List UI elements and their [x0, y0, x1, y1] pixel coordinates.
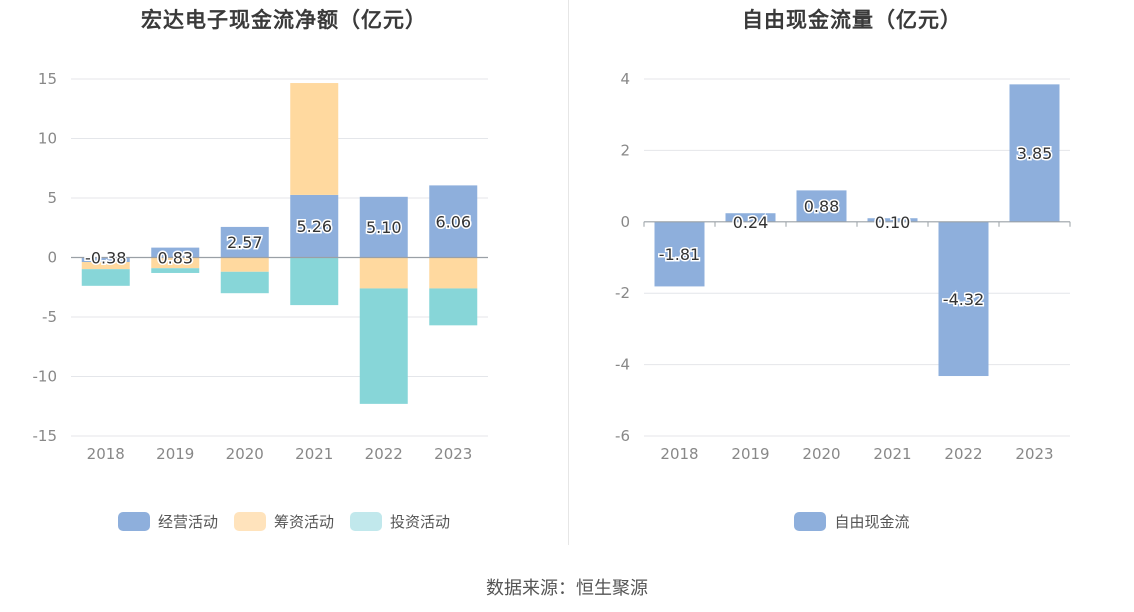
bar-经营活动-2021	[290, 194, 339, 258]
bar-投资活动-2020	[220, 271, 269, 294]
legend-label-financing: 筹资活动	[273, 513, 334, 531]
legend-label-operating: 经营活动	[157, 513, 218, 531]
bar-经营活动-2018	[81, 257, 130, 263]
y-tick-label: 0	[47, 249, 57, 267]
bar-经营活动-2019	[151, 247, 200, 258]
data-source-footer: 数据来源：恒生聚源	[486, 578, 648, 599]
legend-swatch-investing	[350, 512, 382, 531]
legend-item-free-cash-flow[interactable]: 自由现金流	[794, 511, 910, 532]
bar-自由现金流-2018	[654, 221, 705, 287]
x-tick-label: 2020	[802, 445, 840, 463]
bar-自由现金流-2019	[725, 213, 776, 222]
legend-label-investing: 投资活动	[390, 513, 451, 531]
bar-经营活动-2020	[220, 226, 269, 258]
net-cash-flow-chart-panel: 宏达电子现金流净额（亿元） 15 10 5 0 -5 -10 -15 2018 2019 2020…	[0, 0, 568, 545]
x-tick-label: 2019	[156, 445, 194, 463]
x-tick-label: 2020	[226, 445, 264, 463]
y-tick-label: 4	[620, 70, 630, 88]
x-tick-label: 2019	[731, 445, 769, 463]
bar-投资活动-2019	[151, 268, 200, 273]
legend-item-operating[interactable]: 经营活动	[117, 511, 218, 532]
bar-投资活动-2018	[81, 269, 130, 286]
net-cash-flow-legend: 经营活动 筹资活动 投资活动	[0, 511, 568, 532]
legend-swatch-operating	[117, 512, 150, 531]
y-tick-label: 0	[620, 213, 630, 231]
legend-swatch-free-cash-flow	[794, 512, 827, 531]
data-label: 3.85	[1017, 144, 1053, 163]
y-tick-label: -5	[42, 308, 57, 326]
free-cash-flow-chart-panel: 自由现金流量（亿元） 4 2 0 -2 -4 -6 2018 2019 2020 2021 2022…	[570, 0, 1134, 545]
data-label: -0.38	[85, 249, 126, 268]
legend-swatch-financing	[233, 512, 266, 531]
free-cash-flow-chart: 4 2 0 -2 -4 -6 2018 2019 2020 2021 2022 2023 -1.81 0.…	[615, 70, 1071, 463]
bar-自由现金流-2022	[938, 221, 989, 377]
bar-筹资活动-2021	[290, 83, 339, 195]
free-cash-flow-chart-title: 自由现金流量（亿元）	[742, 8, 962, 32]
bar-筹资活动-2023	[429, 257, 478, 289]
legend-item-financing[interactable]: 筹资活动	[233, 511, 334, 532]
bar-筹资活动-2018	[81, 262, 130, 270]
x-tick-label: 2021	[873, 445, 911, 463]
bar-自由现金流-2020	[796, 190, 847, 222]
y-tick-label: 2	[620, 141, 630, 159]
x-tick-label: 2022	[944, 445, 982, 463]
legend-label-free-cash-flow: 自由现金流	[834, 513, 910, 531]
y-tick-label: -15	[33, 427, 58, 445]
data-label: 6.06	[435, 212, 471, 231]
bar-筹资活动-2022	[359, 257, 408, 289]
y-tick-label: 5	[47, 189, 57, 207]
data-label: 2.57	[227, 233, 263, 252]
bar-自由现金流-2023	[1009, 84, 1060, 222]
net-cash-flow-chart-title: 宏达电子现金流净额（亿元）	[141, 8, 427, 32]
x-tick-label: 2021	[295, 445, 333, 463]
bar-经营活动-2022	[359, 196, 408, 258]
x-tick-label: 2023	[1015, 445, 1053, 463]
data-label: 0.10	[875, 213, 911, 232]
data-label: 0.88	[804, 197, 840, 216]
bar-投资活动-2021	[290, 257, 339, 306]
bar-经营活动-2023	[429, 185, 478, 258]
data-label: -1.81	[659, 245, 700, 264]
x-tick-label: 2022	[365, 445, 403, 463]
bar-投资活动-2023	[429, 288, 478, 326]
free-cash-flow-legend: 自由现金流	[570, 511, 1134, 532]
y-tick-label: 10	[38, 130, 57, 148]
data-label: 0.24	[733, 213, 769, 232]
bar-筹资活动-2020	[220, 257, 269, 272]
data-label: -4.32	[943, 290, 984, 309]
x-tick-label: 2023	[434, 445, 472, 463]
y-tick-label: 15	[38, 70, 57, 88]
bar-筹资活动-2019	[151, 257, 200, 269]
y-tick-label: -4	[615, 356, 630, 374]
bar-投资活动-2022	[359, 288, 408, 404]
data-label: 5.10	[366, 218, 402, 237]
data-label: 5.26	[296, 217, 332, 236]
panel-divider	[568, 0, 569, 545]
legend-item-investing[interactable]: 投资活动	[350, 511, 450, 532]
bar-自由现金流-2021	[867, 218, 918, 222]
x-tick-label: 2018	[660, 445, 698, 463]
y-tick-label: -6	[615, 427, 630, 445]
y-tick-label: -10	[33, 368, 58, 386]
x-tick-label: 2018	[87, 445, 125, 463]
net-cash-flow-chart: 15 10 5 0 -5 -10 -15 2018 2019 2020 2021 2022 2023 -0…	[33, 70, 488, 463]
y-tick-label: -2	[615, 284, 630, 302]
data-label: 0.83	[157, 249, 193, 268]
